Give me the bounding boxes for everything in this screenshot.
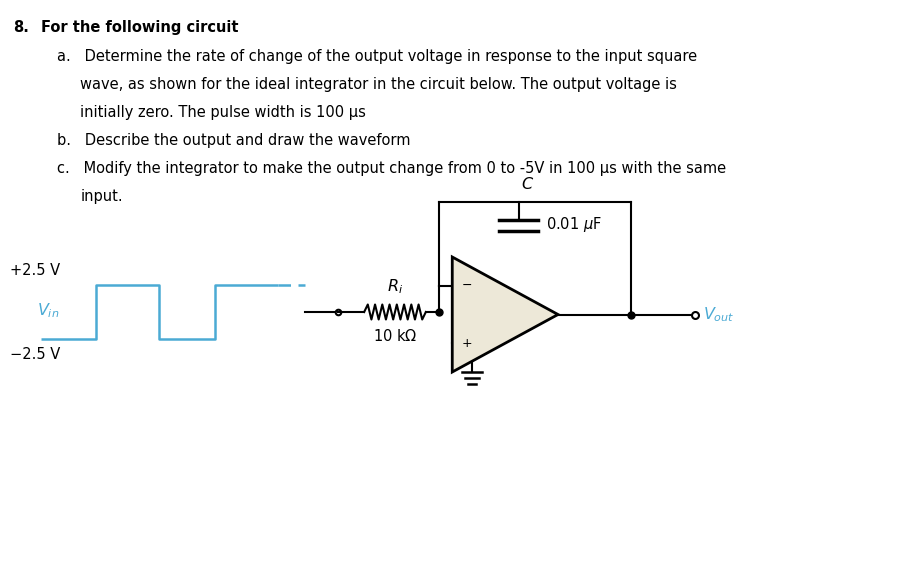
Text: wave, as shown for the ideal integrator in the circuit below. The output voltage: wave, as shown for the ideal integrator …: [80, 77, 677, 92]
Text: a.   Determine the rate of change of the output voltage in response to the input: a. Determine the rate of change of the o…: [57, 49, 697, 64]
Text: C: C: [522, 177, 533, 192]
Text: For the following circuit: For the following circuit: [41, 20, 239, 35]
Text: input.: input.: [80, 189, 123, 204]
Text: $R_i$: $R_i$: [387, 277, 403, 296]
Text: +: +: [462, 337, 473, 350]
Text: $V_{out}$: $V_{out}$: [703, 305, 735, 324]
Text: +2.5 V: +2.5 V: [10, 263, 60, 278]
Text: −: −: [462, 280, 473, 292]
Text: −2.5 V: −2.5 V: [10, 347, 60, 362]
Text: 8.: 8.: [13, 20, 29, 35]
Text: $V_{in}$: $V_{in}$: [37, 302, 59, 320]
Text: b.   Describe the output and draw the waveform: b. Describe the output and draw the wave…: [57, 133, 410, 148]
Text: 10 k$\Omega$: 10 k$\Omega$: [373, 328, 417, 344]
Text: initially zero. The pulse width is 100 μs: initially zero. The pulse width is 100 μ…: [80, 105, 366, 120]
Text: 0.01 $\mu$F: 0.01 $\mu$F: [546, 215, 602, 235]
Polygon shape: [452, 257, 558, 372]
Text: c.   Modify the integrator to make the output change from 0 to -5V in 100 μs wit: c. Modify the integrator to make the out…: [57, 161, 726, 176]
